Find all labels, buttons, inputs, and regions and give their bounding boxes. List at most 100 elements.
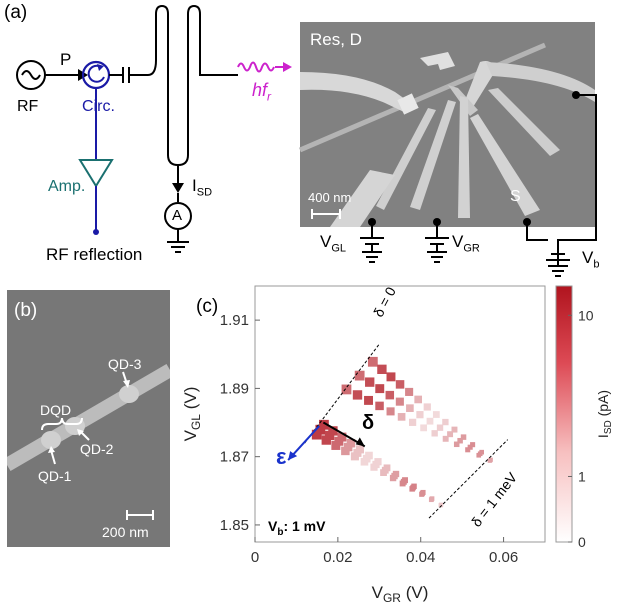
vgl-label: VGL xyxy=(320,232,347,255)
colorbar-tick-label: 1 xyxy=(578,468,586,484)
reflection-label: RF reflection xyxy=(46,245,143,264)
heatmap-cell xyxy=(399,480,406,487)
vb-source-icon xyxy=(546,253,570,277)
delta-arrowhead-icon xyxy=(355,437,365,447)
heatmap-cell xyxy=(419,491,425,497)
y-tick-label: 1.85 xyxy=(220,517,249,534)
heatmap-cell xyxy=(386,372,396,382)
heatmap-cell xyxy=(341,384,352,395)
heatmap-cell xyxy=(352,390,363,400)
heatmap-cell xyxy=(375,401,384,411)
sem-image-b xyxy=(7,290,170,547)
heatmap-cell xyxy=(432,411,440,418)
heatmap-cell xyxy=(465,447,471,453)
heatmap-cell xyxy=(315,424,326,435)
panel-a-label: (a) xyxy=(4,2,28,23)
heatmap-cell xyxy=(460,434,467,440)
colorbar xyxy=(555,285,573,543)
heatmap-cell xyxy=(457,437,463,444)
panel-c-label: (c) xyxy=(196,296,219,317)
heatmap-cell xyxy=(487,458,492,463)
circulator-label: Circ. xyxy=(82,98,115,115)
heatmap-cell xyxy=(364,395,373,405)
heatmap-cell xyxy=(438,503,443,508)
heatmap-cell xyxy=(377,364,387,375)
heatmap-cell xyxy=(409,418,417,426)
heatmap-cell xyxy=(470,442,476,448)
x-tick-label: 0.04 xyxy=(406,549,435,566)
y-axis-label: VGL (V) xyxy=(181,387,203,442)
heatmap-cell xyxy=(420,424,428,432)
plot-frame xyxy=(254,285,546,543)
delta-one-line xyxy=(428,439,509,519)
heatmap-cell xyxy=(331,441,341,450)
heatmap-cell xyxy=(451,426,458,433)
bias-note: Vb: 1 mV xyxy=(268,518,326,538)
power-label: P xyxy=(60,50,72,69)
colorbar-label: ISD (pA) xyxy=(595,390,614,438)
heatmap-cell xyxy=(389,474,397,482)
heatmap-cell xyxy=(414,395,423,404)
heatmap-cell xyxy=(405,387,414,396)
sem-title: Res, D xyxy=(310,30,362,49)
sem-image xyxy=(299,22,595,227)
heatmap-cell xyxy=(395,397,404,406)
vgr-source-icon xyxy=(425,237,449,263)
heatmap-cell xyxy=(406,404,414,412)
heatmap-cell xyxy=(476,452,482,458)
source-label: S xyxy=(510,188,521,205)
heatmap-cell xyxy=(467,444,473,450)
heatmap-cell xyxy=(311,429,322,440)
colorbar-tick-label: 10 xyxy=(578,307,594,323)
heatmap-cell xyxy=(447,431,454,438)
y-tick-label: 1.87 xyxy=(220,449,249,466)
heatmap-cell xyxy=(380,469,387,476)
bias-line xyxy=(147,4,238,167)
heatmap-cell xyxy=(321,435,331,445)
current-arrow-icon xyxy=(172,183,184,193)
qd2-label: QD-2 xyxy=(80,441,114,457)
circuit-diagram xyxy=(16,4,597,277)
rf-label: RF xyxy=(17,98,39,115)
qd3-label: QD-3 xyxy=(108,356,142,372)
sem-scale-label: 400 nm xyxy=(308,190,352,205)
heatmap-cell xyxy=(370,463,378,471)
x-axis-label: VGR (V) xyxy=(372,583,429,602)
heatmap-cell xyxy=(428,497,434,503)
heatmap-cell xyxy=(367,356,378,367)
heatmap-cell xyxy=(319,419,329,430)
heatmap-cell xyxy=(386,407,395,416)
heatmap-cell xyxy=(431,430,438,437)
y-tick-label: 1.91 xyxy=(220,312,249,329)
epsilon-label: ε xyxy=(276,444,287,469)
qd1-label: QD-1 xyxy=(38,468,72,484)
heatmap-cell xyxy=(423,403,431,411)
y-tick-label: 1.89 xyxy=(220,380,249,397)
heatmap-cell xyxy=(350,452,359,461)
dqd-label: DQD xyxy=(40,402,72,418)
heatmap-cell xyxy=(436,424,444,431)
heatmap-cell xyxy=(354,370,365,381)
heatmap-cell xyxy=(395,380,405,389)
vgr-label: VGR xyxy=(452,232,480,255)
x-tick-label: 0.06 xyxy=(489,549,518,566)
heatmap-cell xyxy=(375,384,385,394)
heatmap-cell xyxy=(341,446,350,456)
ground-icon xyxy=(167,241,189,253)
heatmap-cell xyxy=(397,413,406,421)
heatmap-cell xyxy=(453,441,460,448)
heatmap-cell xyxy=(385,390,395,400)
photon-label: hfr xyxy=(252,80,272,104)
x-tick-label: 0.02 xyxy=(323,549,352,566)
b-scale-label: 200 nm xyxy=(102,524,149,540)
heatmap-cell xyxy=(442,418,449,426)
amplifier-icon xyxy=(78,159,114,188)
colorbar-tick-label: 0 xyxy=(578,534,586,550)
delta-label: δ xyxy=(362,412,375,434)
current-label: ISD xyxy=(192,176,213,199)
x-tick-label: 0 xyxy=(251,549,259,566)
vgl-source-icon xyxy=(360,237,384,263)
heatmap-cell xyxy=(416,411,424,419)
amplifier-label: Amp. xyxy=(48,178,86,195)
